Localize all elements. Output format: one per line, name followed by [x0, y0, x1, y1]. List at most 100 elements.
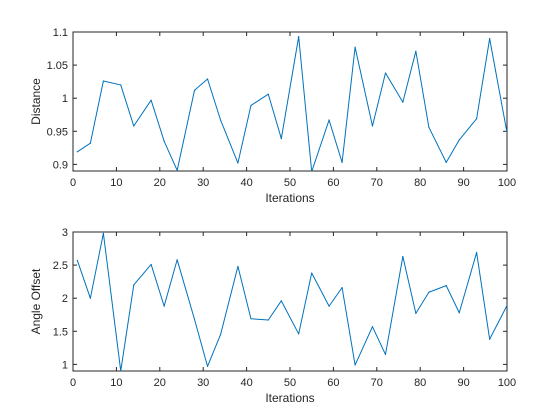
axes-box-2 — [72, 231, 508, 372]
x-tick-label: 10 — [110, 177, 122, 189]
x-tick-label: 20 — [154, 377, 166, 389]
x-tick-label: 40 — [240, 177, 252, 189]
data-point — [76, 151, 78, 153]
data-point — [133, 284, 135, 286]
x-tick-label: 90 — [457, 377, 469, 389]
data-point — [354, 46, 356, 48]
data-point — [250, 104, 252, 107]
data-point — [402, 101, 404, 103]
data-point — [415, 312, 417, 315]
x-tick-label: 70 — [371, 377, 383, 389]
data-point — [428, 291, 430, 293]
data-point — [280, 300, 282, 302]
y-tick-label: 3 — [62, 227, 68, 239]
data-point — [384, 353, 387, 356]
data-point — [120, 84, 122, 86]
data-point — [371, 125, 374, 127]
data-point — [402, 255, 404, 258]
data-point — [150, 263, 152, 266]
data-point — [206, 365, 209, 367]
data-point — [298, 333, 300, 335]
data-point — [267, 93, 269, 95]
data-point — [237, 265, 239, 268]
data-point — [193, 89, 196, 91]
data-point — [219, 333, 222, 336]
x-tick-label: 100 — [498, 177, 516, 189]
data-point — [102, 232, 104, 234]
data-point — [176, 169, 178, 171]
data-point — [384, 72, 387, 74]
y-tick-label: 0.9 — [53, 159, 68, 171]
data-point — [428, 126, 430, 128]
x-tick-label: 0 — [70, 177, 76, 189]
x-tick-label: 30 — [197, 377, 209, 389]
data-point — [476, 118, 478, 120]
x-tick-label: 90 — [457, 177, 469, 189]
x-tick-label: 30 — [197, 177, 209, 189]
series-line-1-1 — [77, 36, 507, 171]
data-point — [102, 80, 104, 82]
subplot-2: 0 10 20 30 40 50 60 70 80 90 100 1 1.5 2 2.5 3 Iteration… — [29, 227, 516, 405]
subplot-1: 0 10 20 30 40 50 60 70 80 90 100 0.9 0.95 1 1.05 1.1 Ite… — [29, 27, 516, 205]
data-point — [267, 319, 269, 321]
y-tick-label: 1.1 — [53, 27, 68, 39]
data-point — [354, 364, 356, 366]
data-point — [506, 304, 507, 307]
x-tick-label: 50 — [284, 177, 296, 189]
data-point — [328, 305, 330, 307]
x-tick-label: 60 — [327, 377, 339, 389]
data-point — [371, 326, 374, 328]
data-point — [458, 312, 460, 314]
data-point — [445, 285, 447, 287]
x-tick-label: 0 — [70, 377, 76, 389]
data-point — [250, 318, 252, 320]
x-axis-label: Iterations — [265, 191, 314, 205]
data-point — [476, 251, 478, 254]
x-tick-label: 10 — [110, 377, 122, 389]
x-tick-label: 50 — [284, 377, 296, 389]
data-point — [341, 161, 343, 163]
y-axis-label: Angle Offset — [29, 268, 43, 334]
data-point — [89, 142, 91, 144]
data-point — [163, 305, 165, 307]
data-point — [415, 50, 417, 52]
y-axis-label: Distance — [29, 78, 43, 125]
y-tick-label: 1.5 — [53, 326, 68, 338]
axes-box-1 — [72, 31, 508, 172]
data-point — [506, 132, 507, 134]
data-point — [445, 161, 447, 163]
data-point — [489, 338, 491, 340]
data-point — [206, 78, 209, 80]
x-tick-label: 60 — [327, 177, 339, 189]
x-tick-label: 80 — [414, 177, 426, 189]
data-point — [298, 36, 300, 38]
series-line-2-1 — [76, 232, 507, 371]
x-tick-label: 80 — [414, 377, 426, 389]
y-tick-label: 1.05 — [47, 60, 68, 72]
data-point — [458, 139, 460, 141]
data-point — [120, 370, 122, 371]
data-point — [219, 119, 222, 121]
y-tick-label: 2.5 — [53, 260, 68, 272]
data-point — [163, 140, 165, 142]
data-point — [150, 99, 152, 101]
data-point — [328, 119, 330, 121]
y-tick-label: 1 — [62, 359, 68, 371]
data-point — [133, 125, 135, 127]
data-point — [76, 259, 78, 262]
data-point — [176, 259, 178, 261]
y-tick-label: 1 — [62, 93, 68, 105]
y-tick-label: 0.95 — [47, 126, 68, 138]
data-point — [280, 137, 282, 140]
data-point — [237, 162, 239, 164]
data-point — [193, 318, 196, 320]
x-tick-label: 70 — [371, 177, 383, 189]
x-tick-label: 100 — [498, 377, 516, 389]
data-point — [341, 287, 343, 289]
x-axis-label: Iterations — [265, 391, 314, 405]
data-point — [89, 297, 91, 299]
data-point — [489, 38, 491, 40]
y-tick-label: 2 — [62, 293, 68, 305]
x-tick-label: 40 — [240, 377, 252, 389]
